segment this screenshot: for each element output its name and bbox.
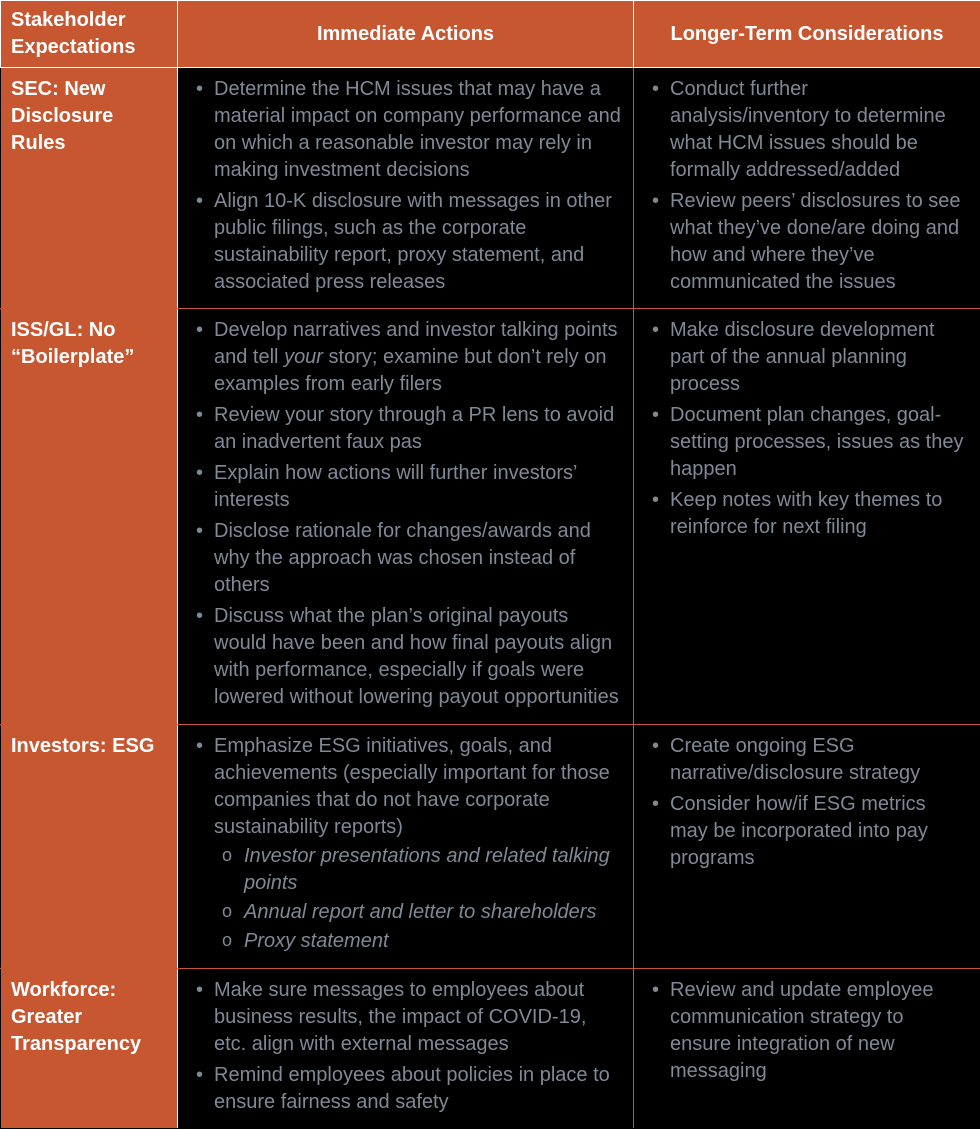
table-row: Workforce: Greater Transparency Make sure… [1, 968, 980, 1128]
row-header: SEC: New Disclosure Rules [1, 68, 178, 309]
list-item: Determine the HCM issues that may have a… [214, 76, 621, 184]
longer-cell: Conduct further analysis/inventory to de… [634, 68, 980, 309]
list-item: Emphasize ESG initiatives, goals, and ac… [214, 733, 621, 955]
row-header: Investors: ESG [1, 725, 178, 968]
sub-list-item: Investor presentations and related talki… [244, 843, 621, 897]
list-item: Document plan changes, goal-setting proc… [670, 402, 968, 483]
longer-cell: Make disclosure development part of the … [634, 309, 980, 725]
immediate-cell: Determine the HCM issues that may have a… [178, 68, 634, 309]
list-item: Disclose rationale for changes/awards an… [214, 518, 621, 599]
bullet-list: Review and update employee communication… [642, 977, 968, 1085]
table-row: Investors: ESGEmphasize ESG initiatives,… [1, 725, 980, 968]
bullet-list: Conduct further analysis/inventory to de… [642, 76, 968, 296]
col-header-immediate: Immediate Actions [178, 1, 634, 68]
bullet-list: Develop narratives and investor talking … [186, 317, 621, 711]
table-row: SEC: New Disclosure Rules Determine the H… [1, 68, 980, 309]
immediate-cell: Make sure messages to employees about bu… [178, 968, 634, 1128]
longer-cell: Create ongoing ESG narrative/disclosure … [634, 725, 980, 968]
list-item: Make sure messages to employees about bu… [214, 977, 621, 1058]
bullet-list: Make sure messages to employees about bu… [186, 977, 621, 1116]
col-header-stakeholder: Stakeholder Expectations [1, 1, 178, 68]
list-item: Discuss what the plan’s original payouts… [214, 603, 621, 711]
table-body: SEC: New Disclosure Rules Determine the H… [1, 68, 980, 1129]
row-header: Workforce: Greater Transparency [1, 968, 178, 1128]
immediate-cell: Develop narratives and investor talking … [178, 309, 634, 725]
list-item: Consider how/if ESG metrics may be incor… [670, 791, 968, 872]
bullet-list: Create ongoing ESG narrative/disclosure … [642, 733, 968, 872]
stakeholder-table: Stakeholder Expectations Immediate Actio… [0, 0, 980, 1129]
bullet-list: Determine the HCM issues that may have a… [186, 76, 621, 296]
longer-cell: Review and update employee communication… [634, 968, 980, 1128]
list-item: Review peers’ disclosures to see what th… [670, 188, 968, 296]
row-header: ISS/GL: No “Boilerplate” [1, 309, 178, 725]
sub-list-item: Proxy statement [244, 928, 621, 955]
list-item: Develop narratives and investor talking … [214, 317, 621, 398]
stakeholder-table-container: Stakeholder Expectations Immediate Actio… [0, 0, 980, 1129]
table-row: ISS/GL: No “Boilerplate” Develop narrativ… [1, 309, 980, 725]
bullet-list: Emphasize ESG initiatives, goals, and ac… [186, 733, 621, 955]
list-item: Remind employees about policies in place… [214, 1062, 621, 1116]
list-item: Explain how actions will further investo… [214, 460, 621, 514]
list-item: Make disclosure development part of the … [670, 317, 968, 398]
header-row: Stakeholder Expectations Immediate Actio… [1, 1, 980, 68]
list-item: Review your story through a PR lens to a… [214, 402, 621, 456]
bullet-list: Make disclosure development part of the … [642, 317, 968, 541]
list-item: Align 10-K disclosure with messages in o… [214, 188, 621, 296]
sub-list-item: Annual report and letter to shareholders [244, 899, 621, 926]
list-item: Keep notes with key themes to reinforce … [670, 487, 968, 541]
list-item: Review and update employee communication… [670, 977, 968, 1085]
immediate-cell: Emphasize ESG initiatives, goals, and ac… [178, 725, 634, 968]
list-item: Create ongoing ESG narrative/disclosure … [670, 733, 968, 787]
list-item: Conduct further analysis/inventory to de… [670, 76, 968, 184]
col-header-longer: Longer-Term Considerations [634, 1, 980, 68]
sub-list: Investor presentations and related talki… [214, 843, 621, 955]
